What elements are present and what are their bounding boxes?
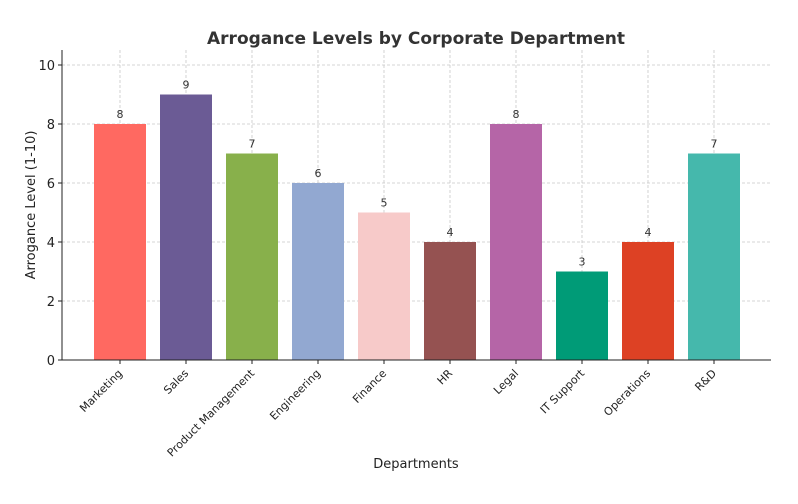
bar-product-management xyxy=(226,153,278,360)
x-axis-label: Departments xyxy=(373,457,459,472)
x-tick-label: Operations xyxy=(601,367,653,419)
bar-r-d xyxy=(688,153,740,360)
bar-legal xyxy=(490,124,542,360)
bar-marketing xyxy=(94,124,146,360)
x-tick-label: Engineering xyxy=(267,367,323,423)
x-tick-label: R&D xyxy=(692,367,719,394)
data-label: 9 xyxy=(183,79,190,92)
data-label: 7 xyxy=(249,138,256,151)
bar-it-support xyxy=(556,271,608,360)
x-tick-label: Legal xyxy=(491,367,521,397)
y-tick-label: 8 xyxy=(47,118,55,133)
y-axis-label: Arrogance Level (1-10) xyxy=(24,131,39,280)
y-tick-label: 0 xyxy=(47,354,55,369)
data-label: 8 xyxy=(117,108,124,121)
y-tick-label: 2 xyxy=(47,295,55,310)
bar-finance xyxy=(358,212,410,360)
bars xyxy=(94,94,740,360)
data-label: 4 xyxy=(645,226,652,239)
data-label: 6 xyxy=(315,167,322,180)
y-tick-label: 10 xyxy=(38,59,55,74)
data-label: 3 xyxy=(579,256,586,269)
data-label: 5 xyxy=(381,197,388,210)
data-label: 8 xyxy=(513,108,520,121)
x-tick-label: IT Support xyxy=(538,366,588,416)
y-tick-label: 4 xyxy=(47,236,55,251)
y-tick-label: 6 xyxy=(47,177,55,192)
bar-sales xyxy=(160,94,212,360)
bar-hr xyxy=(424,242,476,360)
x-tick-label: Sales xyxy=(161,367,191,397)
data-label: 7 xyxy=(711,138,718,151)
bar-operations xyxy=(622,242,674,360)
chart-title: Arrogance Levels by Corporate Department xyxy=(207,29,625,49)
x-tick-label: Finance xyxy=(350,367,389,406)
x-tick-label: HR xyxy=(435,367,456,388)
x-tick-label: Marketing xyxy=(77,367,125,415)
bar-engineering xyxy=(292,183,344,360)
data-labels: 8 9 7 6 5 4 8 3 4 7 xyxy=(117,79,718,269)
data-label: 4 xyxy=(447,226,454,239)
